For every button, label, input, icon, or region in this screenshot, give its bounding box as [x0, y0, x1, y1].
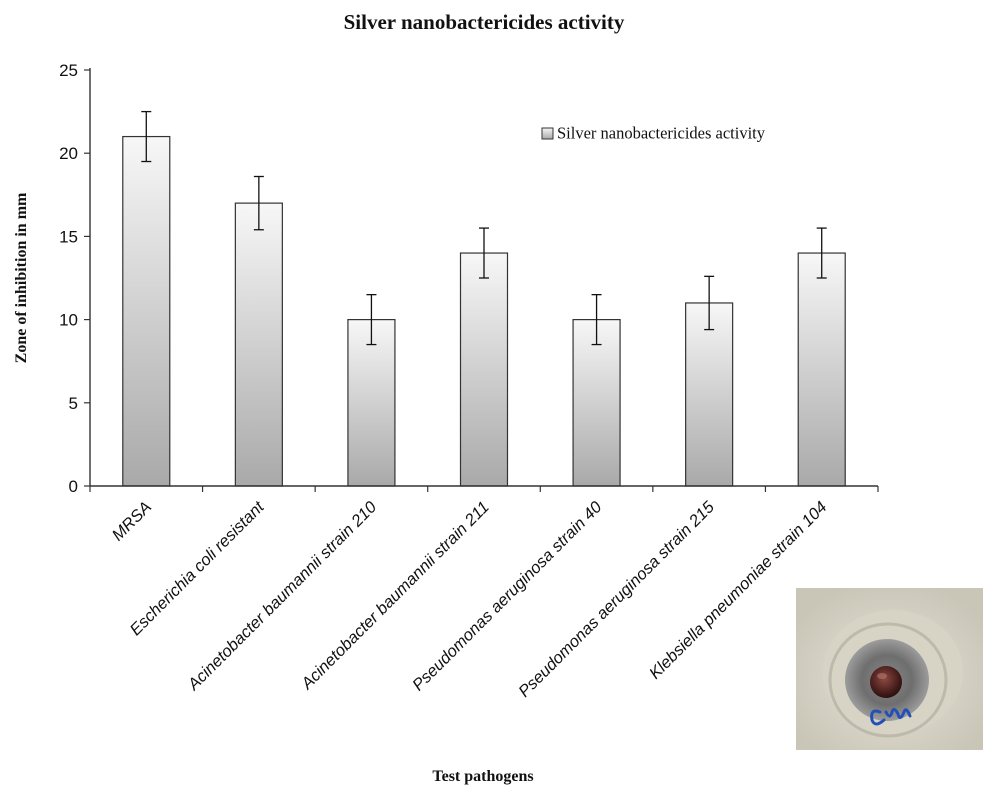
bars: [122, 135, 846, 487]
bar: [797, 252, 846, 487]
agar-well-plate-photo: [796, 588, 983, 750]
bar: [685, 302, 734, 487]
chart-title: Silver nanobactericides activity: [344, 10, 625, 34]
bar: [122, 135, 171, 487]
legend-entry: Silver nanobactericides activity: [557, 124, 766, 143]
y-tick-label: 10: [59, 311, 78, 330]
y-tick-label: 0: [69, 477, 78, 496]
x-tick-label: Pseudomonas aeruginosa strain 40: [409, 498, 606, 695]
legend: Silver nanobactericides activity: [541, 124, 766, 143]
x-axis-ticks: [89, 486, 879, 492]
x-tick-label: Acinetobacter baumannii strain 211: [297, 498, 492, 693]
y-tick-label: 15: [59, 227, 78, 246]
y-axis-ticks: 0 5 10 15 20 25: [59, 61, 90, 496]
y-axis-label: Zone of inhibition in mm: [13, 192, 30, 363]
error-bar: [141, 110, 152, 163]
bar: [459, 252, 509, 487]
x-tick-label: Acinetobacter baumannii strain 210: [184, 498, 381, 695]
error-bar: [366, 293, 377, 346]
y-tick-label: 20: [59, 144, 78, 163]
error-bar: [816, 227, 827, 279]
error-bar: [479, 227, 489, 279]
x-tick-label: Pseudomonas aeruginosa strain 215: [515, 498, 718, 701]
error-bar: [591, 293, 602, 346]
error-bar: [704, 275, 715, 331]
y-tick-label: 25: [59, 61, 78, 80]
legend-swatch: [541, 127, 554, 140]
bar: [572, 319, 621, 487]
handwritten-label: [870, 707, 912, 726]
error-bar: [253, 175, 264, 231]
bar: [234, 202, 283, 487]
error-bars: [141, 110, 827, 346]
x-axis-label: Test pathogens: [432, 768, 533, 785]
x-tick-label: MRSA: [109, 498, 155, 544]
axes: [89, 68, 878, 487]
y-tick-label: 5: [69, 394, 78, 413]
